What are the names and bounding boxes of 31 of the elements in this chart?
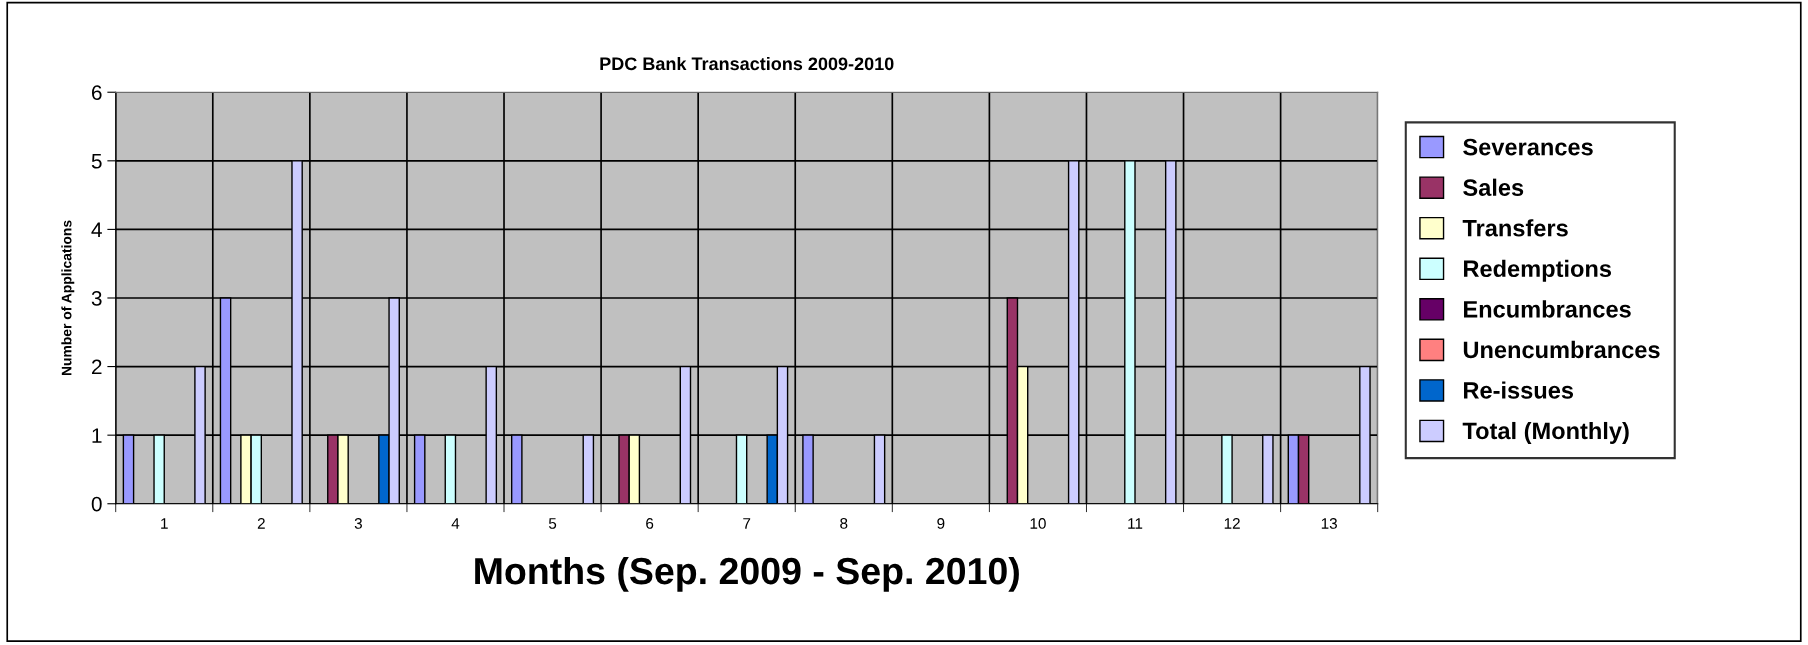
y-tick-label: 4 [91, 222, 102, 237]
x-tick-label: 11 [1128, 518, 1143, 529]
y-tick-label: 3 [91, 290, 102, 306]
y-axis-title: Number of Applications [61, 220, 75, 376]
x-tick-label: 13 [1321, 518, 1337, 529]
y-tick-label: 1 [92, 428, 102, 443]
x-tick-label: 1 [161, 518, 168, 529]
x-tick-label: 7 [743, 518, 751, 529]
x-tick-label: 10 [1030, 518, 1046, 529]
legend-label: Sales [1463, 178, 1524, 196]
chart-title: PDC Bank Transactions 2009-2010 [600, 56, 894, 71]
legend-label: Unencumbrances [1463, 340, 1660, 359]
x-tick-label: 4 [451, 518, 460, 529]
y-tick-label: 5 [91, 154, 102, 169]
x-tick-label: 3 [354, 518, 362, 529]
legend-label: Re-issues [1464, 381, 1574, 399]
legend-label: Total (Monthly) [1462, 421, 1629, 444]
legend-label: Redemptions [1464, 259, 1612, 282]
x-axis-title: Months (Sep. 2009 - Sep. 2010) [475, 556, 1019, 592]
y-tick-label: 2 [91, 359, 102, 375]
x-tick-label: 8 [840, 518, 848, 529]
x-tick-label: 9 [937, 518, 945, 529]
legend-label: Severances [1463, 138, 1593, 156]
legend-label: Encumbrances [1464, 300, 1631, 318]
x-tick-label: 2 [257, 518, 265, 529]
x-tick-label: 12 [1224, 518, 1240, 529]
legend-label: Transfers [1462, 219, 1568, 237]
y-tick-label: 0 [91, 496, 102, 512]
x-tick-label: 5 [548, 518, 557, 529]
x-tick-label: 6 [646, 518, 654, 529]
y-tick-label: 6 [91, 85, 102, 100]
